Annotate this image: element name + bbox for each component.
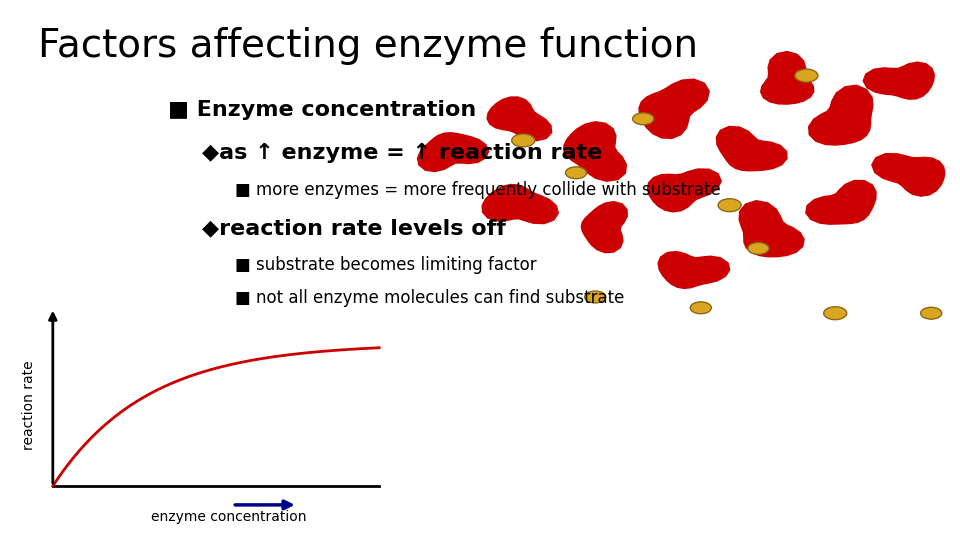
Text: ■ substrate becomes limiting factor: ■ substrate becomes limiting factor bbox=[235, 256, 537, 274]
Polygon shape bbox=[564, 121, 627, 182]
Text: ■ Enzyme concentration: ■ Enzyme concentration bbox=[168, 100, 476, 120]
Polygon shape bbox=[715, 126, 788, 172]
Circle shape bbox=[585, 291, 606, 303]
Text: reaction rate: reaction rate bbox=[22, 360, 36, 450]
Polygon shape bbox=[417, 132, 490, 172]
Circle shape bbox=[921, 307, 942, 319]
Text: ■ more enzymes = more frequently collide with substrate: ■ more enzymes = more frequently collide… bbox=[235, 181, 721, 199]
Polygon shape bbox=[658, 251, 731, 289]
Text: ◆as ↑ enzyme = ↑ reaction rate: ◆as ↑ enzyme = ↑ reaction rate bbox=[202, 143, 602, 163]
Circle shape bbox=[718, 199, 741, 212]
Text: ■ not all enzyme molecules can find substrate: ■ not all enzyme molecules can find subs… bbox=[235, 289, 625, 307]
Text: ◆reaction rate levels off: ◆reaction rate levels off bbox=[202, 219, 506, 239]
Polygon shape bbox=[738, 200, 804, 258]
Polygon shape bbox=[862, 62, 935, 100]
Circle shape bbox=[795, 69, 818, 82]
Polygon shape bbox=[760, 51, 814, 105]
Circle shape bbox=[512, 134, 535, 147]
Polygon shape bbox=[871, 153, 946, 197]
Polygon shape bbox=[808, 85, 874, 146]
Text: Factors affecting enzyme function: Factors affecting enzyme function bbox=[38, 27, 698, 65]
Polygon shape bbox=[581, 201, 628, 253]
Polygon shape bbox=[647, 168, 722, 213]
Circle shape bbox=[748, 242, 769, 254]
Polygon shape bbox=[482, 184, 559, 224]
Polygon shape bbox=[487, 96, 552, 141]
Circle shape bbox=[824, 307, 847, 320]
Circle shape bbox=[633, 113, 654, 125]
Circle shape bbox=[565, 167, 587, 179]
Polygon shape bbox=[805, 180, 876, 225]
Circle shape bbox=[690, 302, 711, 314]
Polygon shape bbox=[638, 78, 710, 139]
Text: enzyme concentration: enzyme concentration bbox=[151, 510, 306, 524]
